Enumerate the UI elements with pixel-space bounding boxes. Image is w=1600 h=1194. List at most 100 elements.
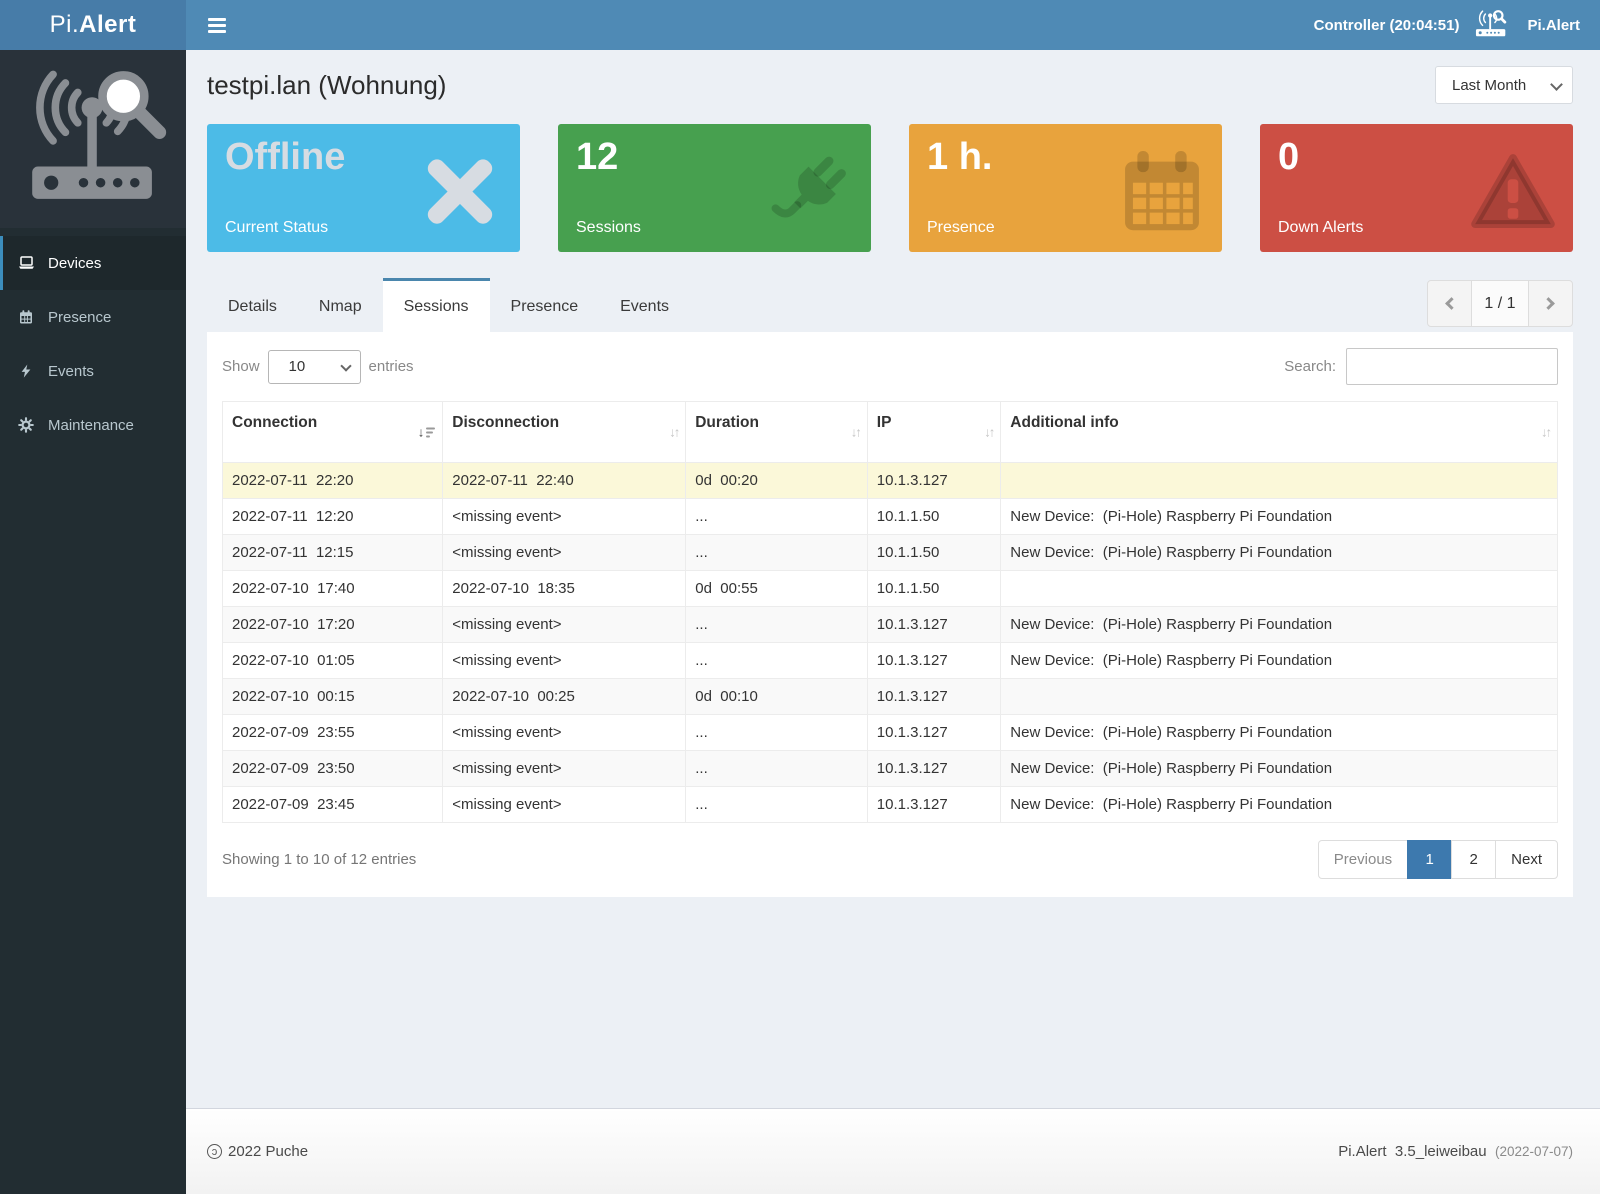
footer-version: Pi.Alert 3.5_leiweibau	[1338, 1143, 1487, 1160]
table-row[interactable]: 2022-07-10 00:15 2022-07-10 00:25 0d 00:10…	[221, 678, 1558, 715]
controller-status[interactable]: Controller (20:04:51)	[1313, 16, 1460, 34]
table-row[interactable]: 2022-07-10 17:40 2022-07-10 18:35 0d 00:55…	[221, 570, 1558, 607]
cell-duration: ...	[685, 534, 868, 571]
cell-connection: 2022-07-09 23:50	[221, 750, 444, 787]
sessions-panel: Show 10 entries Search: Connection ↓ Dis…	[207, 332, 1573, 897]
tab-details[interactable]: Details	[228, 298, 277, 315]
table-row[interactable]: 2022-07-11 12:15 <missing event>... 10.1.1…	[221, 534, 1558, 571]
tab-events[interactable]: Events	[620, 298, 670, 315]
cell-disconnection: <missing event>	[442, 750, 687, 787]
cell-info: New Device: (Pi-Hole) Raspberry Pi Found…	[1000, 606, 1558, 643]
card-value: 1 h.	[927, 136, 993, 178]
table-pagination: Previous 1 2 Next	[1317, 840, 1558, 879]
bolt-icon	[17, 363, 35, 379]
top-navbar: Pi. Alert Controller (20:04:51)	[0, 0, 1600, 50]
brand-prefix: Pi.	[49, 11, 80, 38]
chevron-left-icon	[1445, 297, 1458, 310]
column-header-duration[interactable]: Duration ↓↑	[685, 401, 868, 463]
cell-connection: 2022-07-10 17:20	[221, 606, 444, 643]
next-page-button[interactable]: Next	[1495, 840, 1558, 879]
cell-duration: ...	[685, 498, 868, 535]
column-header-additional-info[interactable]: Additional info ↓↑	[1000, 401, 1558, 463]
cell-ip: 10.1.3.127	[866, 606, 1002, 643]
tab-presence[interactable]: Presence	[510, 298, 579, 315]
sidebar-item-presence[interactable]: Presence	[0, 290, 186, 344]
cell-info: New Device: (Pi-Hole) Raspberry Pi Found…	[1000, 642, 1558, 679]
cell-connection: 2022-07-09 23:45	[221, 786, 444, 823]
gear-icon	[17, 417, 35, 433]
table-row[interactable]: 2022-07-10 01:05 <missing event>... 10.1.3…	[221, 642, 1558, 679]
cell-duration: 0d 00:10	[685, 678, 868, 715]
cell-ip: 10.1.3.127	[866, 678, 1002, 715]
cell-connection: 2022-07-09 23:55	[221, 714, 444, 751]
app-footer: ɔ 2022 Puche Pi.Alert 3.5_leiweibau (202…	[186, 1108, 1600, 1194]
table-row[interactable]: 2022-07-11 12:20 <missing event>... 10.1.1…	[221, 498, 1558, 535]
sidebar-item-maintenance[interactable]: Maintenance	[0, 398, 186, 452]
page-2-button[interactable]: 2	[1451, 840, 1497, 879]
card-label: Down Alerts	[1278, 219, 1364, 236]
cell-ip: 10.1.1.50	[866, 570, 1002, 607]
cell-disconnection: <missing event>	[442, 786, 687, 823]
card-label: Current Status	[225, 219, 329, 236]
tab-sessions[interactable]: Sessions	[382, 278, 490, 332]
search-input[interactable]	[1346, 348, 1558, 385]
sessions-card: 12 Sessions	[558, 124, 871, 252]
table-row[interactable]: 2022-07-09 23:55 <missing event>... 10.1.3…	[221, 714, 1558, 751]
sidebar-item-label: Maintenance	[48, 416, 134, 434]
page-title: testpi.lan (Wohnung)	[207, 69, 447, 100]
cell-ip: 10.1.1.50	[866, 498, 1002, 535]
cell-connection: 2022-07-11 12:20	[221, 498, 444, 535]
previous-page-button[interactable]: Previous	[1317, 840, 1409, 879]
app-logo	[0, 50, 186, 228]
user-menu[interactable]: Pi.Alert	[1527, 16, 1580, 34]
sidebar-item-label: Presence	[48, 308, 112, 326]
cell-ip: 10.1.3.127	[866, 750, 1002, 787]
entries-summary: Showing 1 to 10 of 12 entries	[222, 851, 417, 868]
prev-device-button[interactable]	[1427, 280, 1472, 327]
sidebar-menu: Devices Presence Events Maintenance	[0, 236, 186, 452]
cell-connection: 2022-07-10 17:40	[221, 570, 444, 607]
sessions-table: Connection ↓ Disconnection ↓↑ Duration ↓…	[221, 401, 1558, 823]
cell-duration: ...	[685, 714, 868, 751]
cell-disconnection: <missing event>	[442, 534, 687, 571]
cell-connection: 2022-07-11 12:15	[221, 534, 444, 571]
card-label: Presence	[927, 219, 995, 236]
table-row[interactable]: 2022-07-11 22:20 2022-07-11 22:40 0d 00:20…	[221, 462, 1558, 499]
tab-nmap[interactable]: Nmap	[318, 298, 362, 315]
router-scan-icon	[1475, 9, 1511, 42]
cell-ip: 10.1.1.50	[866, 534, 1002, 571]
cell-info	[1000, 462, 1558, 499]
page-1-button[interactable]: 1	[1407, 840, 1453, 879]
sidebar-toggle-icon[interactable]	[206, 12, 228, 39]
card-value: 0	[1278, 136, 1300, 178]
period-select[interactable]: Last Month	[1435, 66, 1573, 104]
column-header-ip[interactable]: IP ↓↑	[866, 401, 1002, 463]
laptop-icon	[17, 255, 35, 271]
cell-disconnection: 2022-07-11 22:40	[442, 462, 687, 499]
cell-info: New Device: (Pi-Hole) Raspberry Pi Found…	[1000, 714, 1558, 751]
cell-info: New Device: (Pi-Hole) Raspberry Pi Found…	[1000, 534, 1558, 571]
page-length-select[interactable]: 10	[267, 349, 361, 384]
table-row[interactable]: 2022-07-09 23:50 <missing event>... 10.1.3…	[221, 750, 1558, 787]
brand-logo[interactable]: Pi. Alert	[0, 0, 186, 50]
sort-icon: ↓↑	[984, 424, 995, 440]
device-tabs: Details Nmap Sessions Presence Events 1 …	[207, 278, 1573, 332]
calendar-icon	[17, 309, 35, 325]
next-device-button[interactable]	[1528, 280, 1573, 327]
table-row[interactable]: 2022-07-09 23:45 <missing event>... 10.1.3…	[221, 786, 1558, 823]
sidebar-item-events[interactable]: Events	[0, 344, 186, 398]
stat-cards: Offline Current Status 12 Sessions 1 h. …	[207, 124, 1573, 252]
table-row[interactable]: 2022-07-10 17:20 <missing event>... 10.1.3…	[221, 606, 1558, 643]
column-header-connection[interactable]: Connection ↓	[221, 401, 444, 463]
sessions-table-body: 2022-07-11 22:20 2022-07-11 22:40 0d 00:20…	[221, 462, 1558, 823]
cell-duration: ...	[685, 786, 868, 823]
cell-connection: 2022-07-10 00:15	[221, 678, 444, 715]
cell-ip: 10.1.3.127	[866, 714, 1002, 751]
entries-label: entries	[368, 358, 414, 375]
column-header-disconnection[interactable]: Disconnection ↓↑	[442, 401, 687, 463]
down-alerts-card: 0 Down Alerts	[1260, 124, 1573, 252]
sidebar-item-devices[interactable]: Devices	[0, 236, 186, 290]
presence-card: 1 h. Presence	[909, 124, 1222, 252]
cell-info: New Device: (Pi-Hole) Raspberry Pi Found…	[1000, 750, 1558, 787]
period-select-wrap: Last Month	[1435, 66, 1573, 104]
